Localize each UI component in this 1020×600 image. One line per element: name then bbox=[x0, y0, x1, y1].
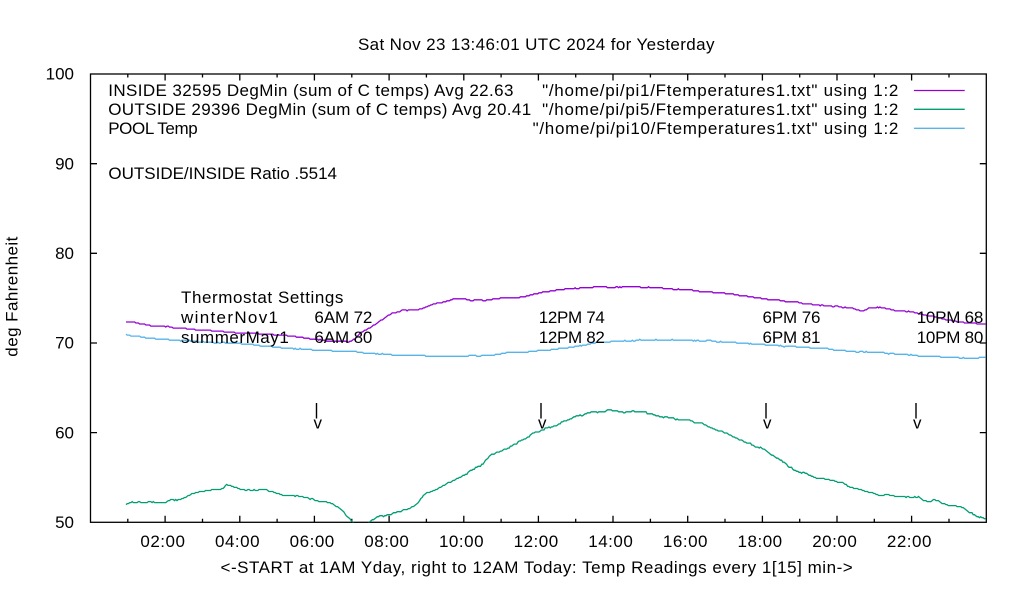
svg-text:Sat Nov 23 13:46:01 UTC 2024 f: Sat Nov 23 13:46:01 UTC 2024 for Yesterd… bbox=[358, 35, 715, 54]
svg-text:Thermostat Settings: Thermostat Settings bbox=[181, 288, 343, 307]
svg-text:INSIDE 32595 DegMin (sum of C: INSIDE 32595 DegMin (sum of C temps) Avg… bbox=[108, 81, 513, 100]
svg-text:12PM 82: 12PM 82 bbox=[539, 328, 605, 347]
svg-text:v: v bbox=[538, 414, 547, 433]
svg-text:v: v bbox=[763, 414, 772, 433]
svg-text:10:00: 10:00 bbox=[439, 532, 484, 551]
svg-text:70: 70 bbox=[55, 334, 74, 353]
svg-text:90: 90 bbox=[55, 154, 74, 173]
svg-text:winterNov1: winterNov1 bbox=[180, 308, 278, 327]
svg-text:6PM 81: 6PM 81 bbox=[763, 328, 821, 347]
svg-text:18:00: 18:00 bbox=[738, 532, 783, 551]
svg-text:v: v bbox=[313, 414, 322, 433]
svg-text:summerMay1: summerMay1 bbox=[181, 328, 289, 347]
svg-text:60: 60 bbox=[55, 423, 74, 442]
svg-text:"/home/pi/pi10/Ftemperatures1.: "/home/pi/pi10/Ftemperatures1.txt" using… bbox=[533, 119, 899, 138]
svg-text:04:00: 04:00 bbox=[215, 532, 260, 551]
svg-text:100: 100 bbox=[46, 65, 74, 84]
svg-text:80: 80 bbox=[55, 244, 74, 263]
svg-text:10PM 80: 10PM 80 bbox=[917, 328, 984, 347]
svg-text:20:00: 20:00 bbox=[812, 532, 857, 551]
svg-text:"/home/pi/pi5/Ftemperatures1.t: "/home/pi/pi5/Ftemperatures1.txt" using … bbox=[542, 100, 898, 119]
svg-text:22:00: 22:00 bbox=[887, 532, 932, 551]
svg-text:06:00: 06:00 bbox=[290, 532, 335, 551]
svg-text:08:00: 08:00 bbox=[364, 532, 409, 551]
svg-text:10PM 68: 10PM 68 bbox=[917, 308, 984, 327]
svg-text:6AM 80: 6AM 80 bbox=[314, 328, 372, 347]
svg-text:02:00: 02:00 bbox=[140, 532, 185, 551]
svg-text:50: 50 bbox=[55, 513, 74, 532]
svg-text:16:00: 16:00 bbox=[663, 532, 708, 551]
svg-text:12PM 74: 12PM 74 bbox=[539, 308, 605, 327]
svg-text:12:00: 12:00 bbox=[514, 532, 559, 551]
svg-text:v: v bbox=[913, 414, 922, 433]
svg-text:POOL Temp: POOL Temp bbox=[108, 119, 198, 138]
svg-text:6AM 72: 6AM 72 bbox=[314, 308, 372, 327]
svg-text:6PM 76: 6PM 76 bbox=[763, 308, 821, 327]
svg-text:"/home/pi/pi1/Ftemperatures1.t: "/home/pi/pi1/Ftemperatures1.txt" using … bbox=[542, 81, 898, 100]
svg-text:14:00: 14:00 bbox=[588, 532, 633, 551]
svg-text:OUTSIDE 29396 DegMin (sum of C: OUTSIDE 29396 DegMin (sum of C temps) Av… bbox=[108, 100, 531, 119]
svg-text:OUTSIDE/INSIDE Ratio .5514: OUTSIDE/INSIDE Ratio .5514 bbox=[108, 164, 337, 183]
svg-text:<-START at 1AM Yday, right to: <-START at 1AM Yday, right to 12AM Today… bbox=[220, 558, 852, 577]
svg-text:deg Fahrenheit: deg Fahrenheit bbox=[3, 236, 22, 356]
